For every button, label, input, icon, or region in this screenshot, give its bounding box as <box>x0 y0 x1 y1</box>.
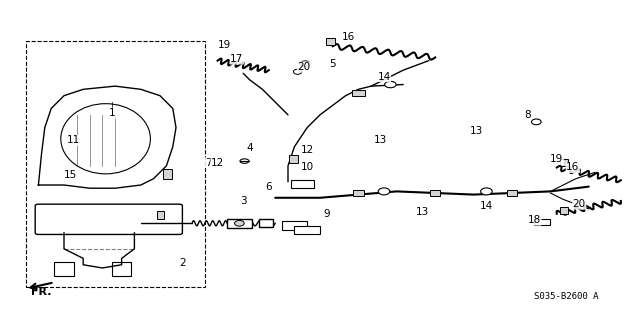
Text: 19: 19 <box>218 40 230 50</box>
Text: 20: 20 <box>573 199 586 209</box>
Bar <box>259 219 273 227</box>
Text: 13: 13 <box>416 207 429 217</box>
Text: 6: 6 <box>266 182 272 192</box>
Bar <box>157 211 164 219</box>
Bar <box>534 219 550 225</box>
Text: 19: 19 <box>550 154 563 165</box>
Bar <box>112 262 131 276</box>
Ellipse shape <box>481 188 492 195</box>
Bar <box>507 190 517 196</box>
Ellipse shape <box>531 119 541 125</box>
Bar <box>430 190 440 196</box>
Bar <box>291 180 314 188</box>
Text: 9: 9 <box>323 209 330 219</box>
Text: 8: 8 <box>525 110 531 120</box>
Text: 1: 1 <box>109 108 115 118</box>
Text: 12: 12 <box>211 158 224 168</box>
Text: 13: 13 <box>470 126 483 136</box>
Bar <box>294 226 320 234</box>
Text: FR.: FR. <box>31 287 52 297</box>
Bar <box>227 219 252 228</box>
Text: 17: 17 <box>230 54 243 64</box>
Bar <box>352 90 365 96</box>
Text: 16: 16 <box>566 162 579 173</box>
Bar <box>163 169 172 179</box>
Polygon shape <box>38 86 176 188</box>
Text: 13: 13 <box>374 135 387 145</box>
Text: 11: 11 <box>67 135 80 145</box>
Ellipse shape <box>378 188 390 195</box>
Text: 10: 10 <box>301 162 314 173</box>
Bar <box>26 41 205 287</box>
Text: 3: 3 <box>240 196 246 206</box>
Bar <box>326 38 335 45</box>
Text: 18: 18 <box>528 215 541 225</box>
Ellipse shape <box>385 81 396 88</box>
Bar <box>54 262 74 276</box>
Text: S035-B2600 A: S035-B2600 A <box>534 293 598 301</box>
Text: 14: 14 <box>378 71 390 82</box>
Text: 20: 20 <box>298 62 310 72</box>
Text: 16: 16 <box>342 32 355 42</box>
Bar <box>560 159 568 166</box>
Ellipse shape <box>301 61 310 67</box>
Bar <box>353 190 364 196</box>
Text: 15: 15 <box>64 170 77 181</box>
Ellipse shape <box>293 69 302 74</box>
Text: 2: 2 <box>179 258 186 268</box>
Text: 5: 5 <box>330 59 336 69</box>
Text: 12: 12 <box>301 145 314 155</box>
Text: 4: 4 <box>246 143 253 153</box>
Bar <box>282 221 307 230</box>
Bar <box>560 207 568 214</box>
Text: 14: 14 <box>480 201 493 211</box>
Text: 7: 7 <box>205 158 211 168</box>
Ellipse shape <box>234 220 244 226</box>
Bar <box>289 155 298 163</box>
